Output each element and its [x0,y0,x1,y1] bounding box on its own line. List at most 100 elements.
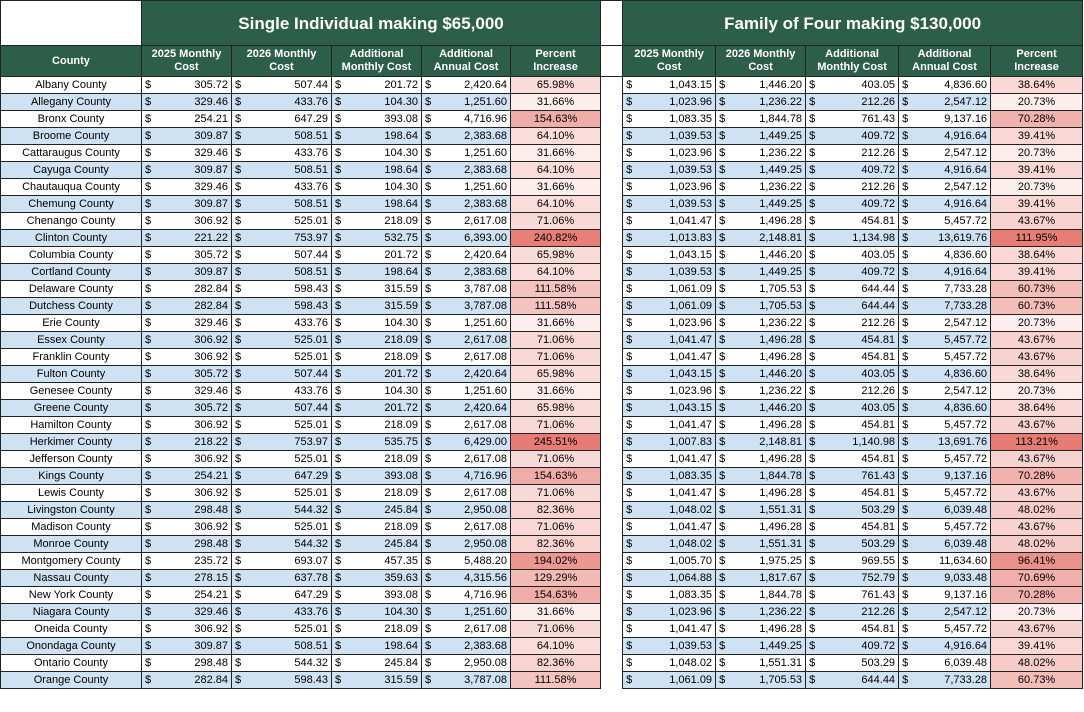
county-cell[interactable]: Fulton County [0,365,142,383]
single-2025-cell[interactable]: $235.72 [141,552,232,570]
family-percent-cell[interactable]: 70.28% [990,110,1084,128]
single-percent-cell[interactable]: 111.58% [509,297,602,315]
single-2025-cell[interactable]: $298.48 [141,535,232,553]
single-2026-cell[interactable]: $525.01 [231,518,332,536]
family-2025-cell[interactable]: $1,005.70 [622,552,717,570]
single-percent-cell[interactable]: 31.66% [509,93,602,111]
family-2025-cell[interactable]: $1,043.15 [622,246,717,264]
family-2026-cell[interactable]: $1,449.25 [715,263,807,281]
family-2025-cell[interactable]: $1,041.47 [622,518,717,536]
family-2026-cell[interactable]: $1,236.22 [715,93,807,111]
single-2025-cell[interactable]: $254.21 [141,586,232,604]
single-2026-cell[interactable]: $525.01 [231,620,332,638]
single-add-monthly-cell[interactable]: $535.75 [331,433,422,451]
family-percent-cell[interactable]: 39.41% [990,637,1084,655]
family-2026-cell[interactable]: $1,496.28 [715,450,807,468]
family-2025-cell[interactable]: $1,043.15 [622,399,717,417]
county-cell[interactable]: Chautauqua County [0,178,142,196]
single-add-annual-cell[interactable]: $3,787.08 [421,671,511,689]
single-percent-cell[interactable]: 31.66% [509,144,602,162]
family-percent-cell[interactable]: 43.67% [990,450,1084,468]
single-2026-cell[interactable]: $598.43 [231,280,332,298]
family-2025-cell[interactable]: $1,039.53 [622,263,717,281]
single-percent-cell[interactable]: 194.02% [509,552,602,570]
single-add-monthly-cell[interactable]: $218.09 [331,450,422,468]
single-add-monthly-cell[interactable]: $218.09 [331,331,422,349]
family-add-annual-cell[interactable]: $6,039.48 [898,654,992,672]
county-cell[interactable]: Essex County [0,331,142,349]
single-percent-cell[interactable]: 71.06% [509,450,602,468]
single-2026-cell[interactable]: $544.32 [231,654,332,672]
family-2026-cell[interactable]: $1,446.20 [715,76,807,94]
family-add-monthly-cell[interactable]: $409.72 [805,263,900,281]
family-add-monthly-cell[interactable]: $454.81 [805,450,900,468]
family-2025-cell[interactable]: $1,048.02 [622,654,717,672]
single-2026-cell[interactable]: $525.01 [231,348,332,366]
single-2025-cell[interactable]: $306.92 [141,484,232,502]
family-add-annual-cell[interactable]: $9,137.16 [898,110,992,128]
single-percent-cell[interactable]: 245.51% [509,433,602,451]
family-add-annual-cell[interactable]: $2,547.12 [898,178,992,196]
family-add-annual-cell[interactable]: $5,457.72 [898,518,992,536]
family-percent-cell[interactable]: 20.73% [990,144,1084,162]
single-add-monthly-cell[interactable]: $218.09 [331,484,422,502]
single-add-monthly-cell[interactable]: $198.64 [331,195,422,213]
single-percent-cell[interactable]: 71.06% [509,331,602,349]
single-2026-cell[interactable]: $598.43 [231,671,332,689]
family-2026-cell[interactable]: $1,705.53 [715,297,807,315]
county-cell[interactable]: Clinton County [0,229,142,247]
single-percent-cell[interactable]: 82.36% [509,535,602,553]
family-add-annual-cell[interactable]: $4,916.64 [898,263,992,281]
family-add-annual-cell[interactable]: $5,457.72 [898,450,992,468]
single-add-monthly-cell[interactable]: $393.08 [331,110,422,128]
single-percent-cell[interactable]: 154.63% [509,586,602,604]
family-percent-cell[interactable]: 20.73% [990,178,1084,196]
family-add-annual-cell[interactable]: $2,547.12 [898,144,992,162]
single-percent-cell[interactable]: 82.36% [509,501,602,519]
single-add-annual-cell[interactable]: $4,716.96 [421,110,511,128]
family-percent-cell[interactable]: 43.67% [990,518,1084,536]
county-cell[interactable]: Lewis County [0,484,142,502]
family-add-annual-cell[interactable]: $4,836.60 [898,246,992,264]
single-2025-cell[interactable]: $309.87 [141,195,232,213]
single-add-annual-cell[interactable]: $1,251.60 [421,144,511,162]
single-percent-cell[interactable]: 31.66% [509,382,602,400]
single-2025-cell[interactable]: $221.22 [141,229,232,247]
family-add-monthly-cell[interactable]: $403.05 [805,76,900,94]
family-add-monthly-cell[interactable]: $212.26 [805,314,900,332]
family-2025-cell[interactable]: $1,041.47 [622,348,717,366]
single-add-annual-cell[interactable]: $4,716.96 [421,467,511,485]
family-2026-cell[interactable]: $1,449.25 [715,127,807,145]
family-2026-cell[interactable]: $1,449.25 [715,195,807,213]
single-add-monthly-header[interactable]: Additional Monthly Cost [331,45,422,77]
single-add-annual-cell[interactable]: $2,950.08 [421,535,511,553]
county-cell[interactable]: Greene County [0,399,142,417]
family-percent-cell[interactable]: 48.02% [990,501,1084,519]
family-add-monthly-cell[interactable]: $403.05 [805,399,900,417]
family-2026-cell[interactable]: $1,844.78 [715,586,807,604]
family-2026-cell[interactable]: $1,449.25 [715,637,807,655]
single-add-annual-cell[interactable]: $4,716.96 [421,586,511,604]
family-percent-cell[interactable]: 38.64% [990,76,1084,94]
single-add-monthly-cell[interactable]: $201.72 [331,399,422,417]
single-add-monthly-cell[interactable]: $245.84 [331,654,422,672]
single-2025-cell[interactable]: $306.92 [141,331,232,349]
single-add-annual-cell[interactable]: $2,383.68 [421,127,511,145]
family-percent-cell[interactable]: 43.67% [990,484,1084,502]
family-add-monthly-header[interactable]: Additional Monthly Cost [805,45,900,77]
single-2026-cell[interactable]: $508.51 [231,127,332,145]
family-percent-cell[interactable]: 38.64% [990,399,1084,417]
family-add-monthly-cell[interactable]: $454.81 [805,416,900,434]
single-2026-cell[interactable]: $507.44 [231,365,332,383]
single-add-annual-cell[interactable]: $2,617.08 [421,484,511,502]
single-add-annual-cell[interactable]: $2,617.08 [421,620,511,638]
county-cell[interactable]: Monroe County [0,535,142,553]
single-add-annual-cell[interactable]: $2,420.64 [421,246,511,264]
family-percent-cell[interactable]: 48.02% [990,654,1084,672]
family-add-monthly-cell[interactable]: $503.29 [805,654,900,672]
single-add-annual-cell[interactable]: $2,383.68 [421,637,511,655]
family-add-annual-cell[interactable]: $4,836.60 [898,399,992,417]
family-percent-cell[interactable]: 60.73% [990,280,1084,298]
family-percent-cell[interactable]: 20.73% [990,93,1084,111]
family-percent-cell[interactable]: 70.69% [990,569,1084,587]
